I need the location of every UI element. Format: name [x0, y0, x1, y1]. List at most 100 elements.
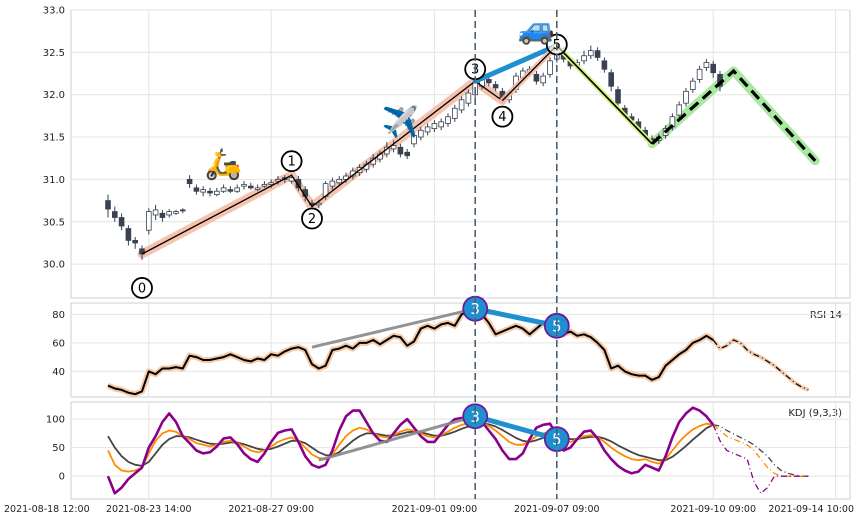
y-tick-label: 33.0	[43, 6, 65, 17]
projection-line	[650, 68, 817, 162]
y-tick-label: 31.5	[43, 133, 65, 144]
candle	[207, 190, 213, 194]
x-tick-label: 2021-09-10 09:00	[670, 504, 756, 515]
candle	[241, 184, 247, 187]
candle	[581, 55, 587, 62]
candle	[173, 211, 179, 214]
candle	[125, 228, 132, 241]
candle	[594, 50, 601, 58]
rsi-label: RSI 14	[810, 310, 842, 321]
candle	[540, 75, 546, 84]
wave-point-marker	[491, 105, 514, 128]
candle	[247, 185, 254, 189]
kdj-line-j	[106, 406, 715, 495]
panel-frame	[70, 9, 851, 299]
wave-point-marker	[301, 207, 323, 230]
divergence-trendline	[311, 307, 476, 349]
candle	[179, 209, 186, 212]
kdj-panel: KDJ (9,3,3) 05010035	[46, 401, 851, 500]
wave-point-marker	[131, 277, 153, 299]
y-tick-label: 32.0	[43, 90, 65, 101]
panel-frame	[70, 401, 851, 500]
y-tick-label: 32.5	[43, 48, 65, 59]
x-tick-label: 2021-08-18 12:00	[4, 504, 90, 515]
airplane-icon: ✈️	[382, 103, 419, 140]
x-tick-label: 2021-09-14 10:00	[768, 504, 854, 515]
candle	[105, 200, 111, 210]
price-panel: 30.030.531.031.532.032.533.0012345🛵✈️🚙	[43, 6, 851, 299]
candle	[683, 90, 689, 104]
candle	[213, 190, 220, 196]
candle	[132, 239, 139, 244]
candle	[118, 217, 125, 227]
candle	[336, 179, 342, 184]
candle	[547, 60, 553, 75]
candle	[390, 145, 397, 150]
x-tick-label: 2021-08-23 14:00	[106, 504, 192, 515]
wave-point-marker	[280, 150, 303, 173]
candle	[438, 121, 444, 128]
wave-point-label: 4	[498, 110, 506, 125]
candle	[690, 80, 696, 91]
candle	[615, 89, 621, 104]
candle	[458, 99, 465, 111]
wave-4-5-line	[501, 45, 558, 102]
candle	[166, 211, 173, 216]
kdj-label: KDJ (9,3,3)	[788, 408, 842, 419]
candle	[417, 129, 424, 138]
candle	[710, 63, 716, 74]
candle	[533, 73, 540, 82]
wave-3-5-line	[472, 306, 560, 329]
y-tick-label: 31.0	[43, 175, 65, 186]
candle	[275, 179, 281, 182]
wave-point-label: 2	[308, 212, 316, 227]
y-tick-label: 30.5	[43, 217, 65, 228]
wave-point-label: 3	[470, 408, 480, 426]
car-icon: 🚙	[518, 12, 555, 47]
candle	[343, 175, 349, 180]
candle	[261, 184, 268, 187]
candle	[601, 60, 608, 70]
candle	[254, 187, 261, 190]
y-tick-label: 50	[52, 443, 65, 454]
y-tick-label: 60	[52, 338, 65, 349]
candle	[295, 179, 302, 189]
y-tick-label: 0	[59, 472, 65, 483]
x-axis: 2021-08-18 12:00 2021-08-23 14:00 2021-08-…	[4, 504, 854, 515]
candle	[152, 209, 159, 216]
candle	[676, 104, 682, 116]
y-tick-label: 80	[52, 310, 65, 321]
candle	[315, 202, 322, 206]
rsi-panel: RSI 14 40608035	[52, 295, 851, 398]
candle	[220, 187, 227, 192]
candle	[329, 180, 336, 187]
kdj-projection-d	[713, 424, 809, 477]
candle	[112, 211, 118, 218]
rsi-line	[107, 307, 714, 396]
candle	[227, 189, 234, 192]
candle	[485, 79, 492, 84]
wave-point-label: 5	[552, 317, 562, 335]
candle	[268, 182, 274, 185]
wave-point-label: 1	[287, 155, 295, 170]
candle	[411, 134, 417, 145]
scooter-icon: 🛵	[205, 147, 242, 182]
candle	[465, 92, 472, 104]
x-tick-label: 2021-09-01 09:00	[392, 504, 478, 515]
divergence-trendline	[318, 414, 476, 462]
candle	[696, 68, 703, 80]
candle	[431, 123, 438, 129]
x-tick-label: 2021-09-07 09:00	[514, 504, 600, 515]
kdj-projection-j	[712, 424, 809, 495]
candle	[492, 84, 499, 89]
wave-line	[141, 80, 503, 255]
y-tick-label: 30.0	[43, 260, 65, 271]
candle	[193, 187, 200, 192]
candle	[424, 126, 431, 133]
y-tick-label: 100	[46, 415, 65, 426]
candle	[404, 151, 410, 157]
x-tick-label: 2021-08-27 09:00	[228, 504, 314, 515]
candle	[186, 179, 193, 185]
kdj-line-k	[107, 421, 714, 473]
